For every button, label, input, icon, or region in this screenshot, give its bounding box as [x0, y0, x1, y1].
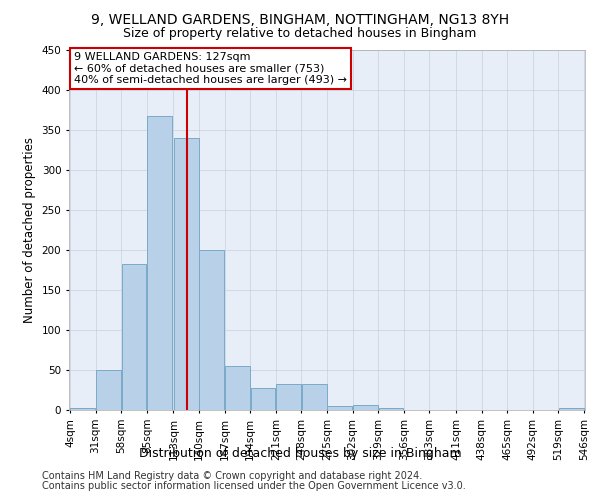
Bar	[276, 384, 301, 410]
Bar	[199, 250, 224, 410]
Text: Contains HM Land Registry data © Crown copyright and database right 2024.: Contains HM Land Registry data © Crown c…	[42, 471, 422, 481]
Bar	[147, 116, 172, 410]
Bar	[70, 408, 95, 410]
Text: Contains public sector information licensed under the Open Government Licence v3: Contains public sector information licen…	[42, 481, 466, 491]
Text: Size of property relative to detached houses in Bingham: Size of property relative to detached ho…	[124, 28, 476, 40]
Bar	[353, 405, 378, 410]
Text: 9, WELLAND GARDENS, BINGHAM, NOTTINGHAM, NG13 8YH: 9, WELLAND GARDENS, BINGHAM, NOTTINGHAM,…	[91, 12, 509, 26]
Bar	[96, 370, 121, 410]
Y-axis label: Number of detached properties: Number of detached properties	[23, 137, 36, 323]
Text: 9 WELLAND GARDENS: 127sqm
← 60% of detached houses are smaller (753)
40% of semi: 9 WELLAND GARDENS: 127sqm ← 60% of detac…	[74, 52, 347, 85]
Bar	[174, 138, 199, 410]
Bar	[328, 406, 352, 410]
Text: Distribution of detached houses by size in Bingham: Distribution of detached houses by size …	[139, 448, 461, 460]
Bar	[122, 264, 146, 410]
Bar	[225, 366, 250, 410]
Bar	[559, 408, 584, 410]
Bar	[379, 408, 403, 410]
Bar	[302, 384, 326, 410]
Bar	[251, 388, 275, 410]
